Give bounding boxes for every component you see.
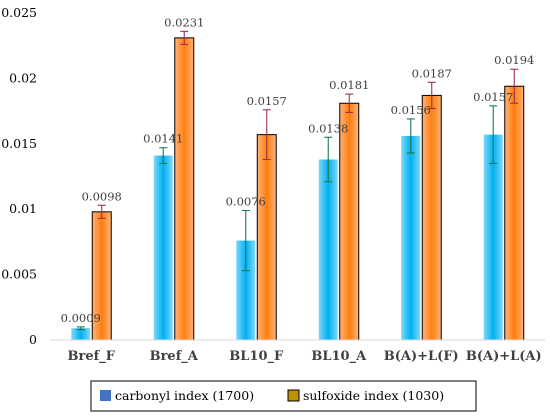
legend-entry: sulfoxide index (1030) — [303, 388, 444, 403]
x-tick-label: B(A)+L(F) — [384, 349, 459, 364]
y-tick-label: 0.005 — [1, 267, 37, 282]
bar-sulfoxide — [256, 134, 277, 341]
data-label: 0.0098 — [82, 189, 122, 203]
error-bar — [262, 109, 271, 161]
y-tick-label: 0.015 — [1, 136, 37, 151]
data-label: 0.0156 — [391, 103, 431, 117]
bar-sulfoxide — [421, 94, 442, 341]
x-tick-label: BL10_F — [229, 349, 284, 364]
error-bar — [345, 93, 354, 113]
bar-sulfoxide — [504, 85, 525, 341]
legend-entry: carbonyl index (1700) — [115, 388, 254, 403]
bar-sulfoxide — [174, 37, 195, 341]
y-tick-label: 0.02 — [9, 70, 37, 85]
y-tick-label: 0.01 — [9, 201, 37, 216]
bar-carbonyl — [153, 155, 173, 340]
data-label: 0.0187 — [412, 66, 452, 80]
bar-sulfoxide — [339, 102, 360, 341]
error-bar — [180, 30, 189, 45]
data-label: 0.0231 — [164, 15, 204, 29]
bar-carbonyl — [483, 134, 503, 340]
x-tick-label: Bref_F — [68, 349, 116, 364]
x-tick-label: BL10_A — [311, 349, 367, 364]
legend-swatch — [287, 389, 300, 402]
error-bar — [97, 204, 106, 219]
error-bar — [324, 136, 333, 183]
legend: carbonyl index (1700) sulfoxide index (10… — [90, 380, 477, 412]
bars — [71, 37, 525, 341]
data-labels: 0.0009 0.0141 0.0076 0.0138 0.0156 0.0157 0.00… — [61, 15, 535, 325]
y-tick-label: 0.025 — [1, 5, 37, 20]
x-axis: Bref_F Bref_A BL10_F BL10_A B(A)+L(F) B(A)+L(… — [50, 339, 545, 364]
error-bars — [76, 30, 519, 331]
error-bar — [159, 147, 168, 164]
bar-carbonyl — [71, 328, 91, 340]
y-tick-label: 0 — [29, 332, 37, 347]
data-label: 0.0009 — [61, 311, 101, 325]
error-bar — [76, 326, 85, 331]
bar-carbonyl — [401, 135, 421, 340]
bar-carbonyl — [318, 159, 338, 340]
bar-carbonyl — [236, 240, 256, 340]
x-tick-label: B(A)+L(A) — [466, 349, 542, 364]
data-label: 0.0076 — [226, 195, 266, 209]
data-label: 0.0194 — [494, 53, 534, 67]
error-bar — [427, 81, 436, 110]
error-bar — [510, 68, 519, 104]
error-bar — [489, 105, 498, 164]
legend-box — [90, 380, 477, 412]
legend-swatch — [100, 390, 111, 401]
y-axis-tick-labels: 0 0.005 0.01 0.015 0.02 0.025 — [1, 5, 37, 347]
data-label: 0.0138 — [308, 121, 348, 135]
x-tick-label: Bref_A — [150, 349, 199, 364]
error-bar — [241, 209, 250, 272]
data-label: 0.0157 — [473, 90, 513, 104]
data-label: 0.0181 — [329, 78, 369, 92]
error-bar — [406, 118, 415, 154]
data-label: 0.0141 — [143, 132, 183, 146]
data-label: 0.0157 — [247, 94, 287, 108]
